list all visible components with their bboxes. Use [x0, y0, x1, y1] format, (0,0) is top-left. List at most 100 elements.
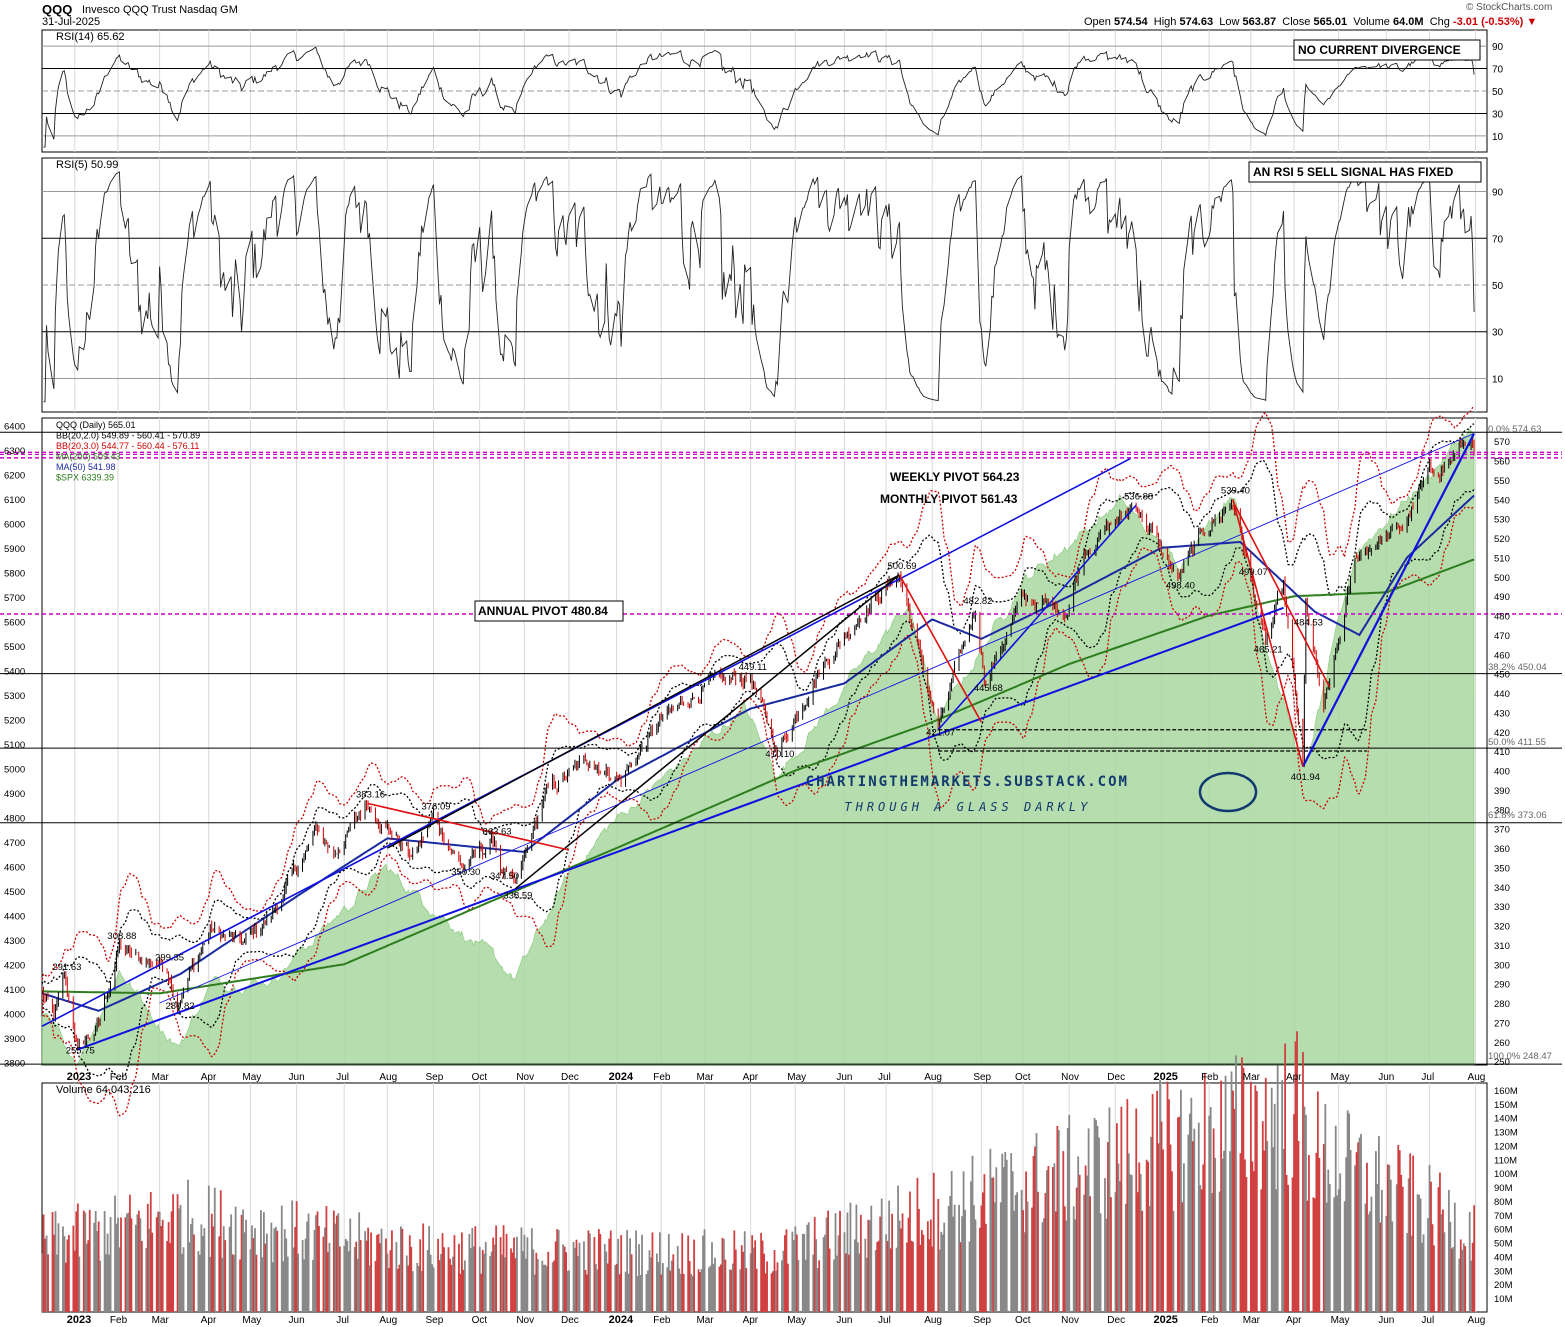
volume-bar — [460, 1232, 463, 1312]
volume-bar — [647, 1270, 649, 1312]
price-tick: 350 — [1494, 863, 1510, 874]
volume-bar — [304, 1238, 307, 1312]
x-axis-label: May — [1331, 1315, 1350, 1326]
volume-bar — [853, 1239, 856, 1312]
volume-value: 64.0M — [1393, 16, 1424, 28]
price-tick: 270 — [1494, 1018, 1510, 1029]
x-axis-label: May — [787, 1315, 806, 1326]
low-value: 563.87 — [1242, 16, 1277, 28]
volume-bar — [1089, 1196, 1091, 1312]
volume-bar — [565, 1252, 567, 1312]
volume-bar — [53, 1234, 55, 1312]
bb2-upper — [41, 423, 1475, 985]
volume-bar — [459, 1273, 462, 1312]
price-tick: 420 — [1494, 728, 1510, 739]
volume-bar — [1053, 1163, 1056, 1312]
volume-bar — [1397, 1144, 1400, 1312]
volume-bar — [1148, 1205, 1151, 1312]
price-tick: 340 — [1494, 883, 1510, 894]
volume-bar — [641, 1234, 643, 1312]
volume-bar — [1093, 1117, 1096, 1312]
volume-bar — [1147, 1161, 1150, 1312]
price-tick: 470 — [1494, 631, 1510, 642]
volume-bar — [325, 1206, 328, 1312]
volume-bar — [1160, 1121, 1163, 1312]
volume-bar — [947, 1206, 950, 1312]
volume-bar — [629, 1238, 632, 1312]
x-axis-label: Oct — [1015, 1072, 1031, 1083]
volume-bar — [693, 1239, 696, 1312]
spx-tick: 3800 — [4, 1059, 25, 1070]
volume-bar — [731, 1263, 734, 1312]
price-tick: 370 — [1494, 825, 1510, 836]
volume-bar — [307, 1213, 310, 1312]
volume-tick: 70M — [1494, 1211, 1513, 1222]
volume-bar — [169, 1242, 172, 1312]
volume-bar — [728, 1269, 731, 1312]
volume-bar — [513, 1237, 515, 1312]
volume-bar — [836, 1255, 838, 1312]
volume-bar — [1180, 1089, 1182, 1312]
volume-bar — [222, 1226, 225, 1312]
volume-bar — [303, 1259, 305, 1312]
chart-date: 31-Jul-2025 — [42, 16, 101, 28]
volume-bar — [568, 1270, 570, 1312]
x-axis-label: Mar — [152, 1072, 170, 1083]
volume-bar — [1025, 1171, 1027, 1312]
volume-bar — [1057, 1130, 1060, 1312]
volume-bar — [645, 1274, 648, 1312]
x-axis-label: 2024 — [609, 1314, 634, 1326]
volume-tick: 140M — [1494, 1114, 1518, 1125]
volume-bar — [1358, 1137, 1361, 1312]
rsi14-tick: 90 — [1492, 42, 1504, 53]
volume-bar — [536, 1258, 539, 1312]
volume-bar — [438, 1260, 441, 1312]
volume-bar — [1270, 1087, 1273, 1312]
volume-bar — [614, 1265, 617, 1312]
volume-bar — [1159, 1080, 1161, 1312]
black-trendline-lower — [514, 574, 900, 890]
x-axis-label: Apr — [201, 1315, 217, 1326]
volume-bar — [1108, 1107, 1111, 1312]
price-label: 299.35 — [155, 952, 184, 963]
price-tick: 520 — [1494, 534, 1510, 545]
volume-bar — [620, 1235, 623, 1312]
volume-bar — [1203, 1073, 1206, 1312]
volume-bar — [703, 1229, 706, 1312]
volume-bar — [57, 1223, 60, 1312]
volume-bar — [181, 1253, 183, 1312]
volume-bar — [1115, 1123, 1118, 1312]
volume-bar — [922, 1234, 925, 1312]
volume-bar — [1035, 1133, 1038, 1312]
volume-bar — [1318, 1157, 1321, 1312]
spx-tick: 6400 — [4, 421, 25, 432]
volume-bar — [545, 1265, 548, 1312]
volume-bar — [353, 1247, 356, 1312]
volume-bar — [651, 1232, 654, 1312]
volume-bar — [551, 1262, 554, 1312]
volume-bar — [1063, 1206, 1066, 1312]
volume-bar — [709, 1265, 712, 1312]
volume-bar — [837, 1235, 840, 1312]
volume-bar — [816, 1268, 819, 1312]
volume-bar — [855, 1204, 858, 1312]
volume-bar — [1107, 1142, 1109, 1312]
bb3-lower — [41, 505, 1475, 1117]
spx-tick: 4700 — [4, 838, 25, 849]
volume-bar — [1110, 1197, 1112, 1312]
volume-bar — [1406, 1233, 1409, 1312]
volume-bar — [1005, 1159, 1008, 1312]
volume-bar — [968, 1241, 971, 1312]
monthly-pivot-label: MONTHLY PIVOT 561.43 — [880, 492, 1018, 506]
rsi5-tick: 10 — [1492, 374, 1504, 385]
volume-bar — [1056, 1125, 1059, 1312]
volume-bar — [1022, 1210, 1025, 1312]
volume-bar — [391, 1230, 393, 1312]
volume-bar — [1200, 1189, 1203, 1312]
volume-bar — [106, 1233, 109, 1312]
volume-bar — [172, 1194, 174, 1312]
volume-bar — [1312, 1197, 1315, 1312]
volume-bar — [347, 1251, 350, 1312]
volume-bar — [794, 1226, 797, 1312]
volume-bar — [792, 1240, 795, 1312]
